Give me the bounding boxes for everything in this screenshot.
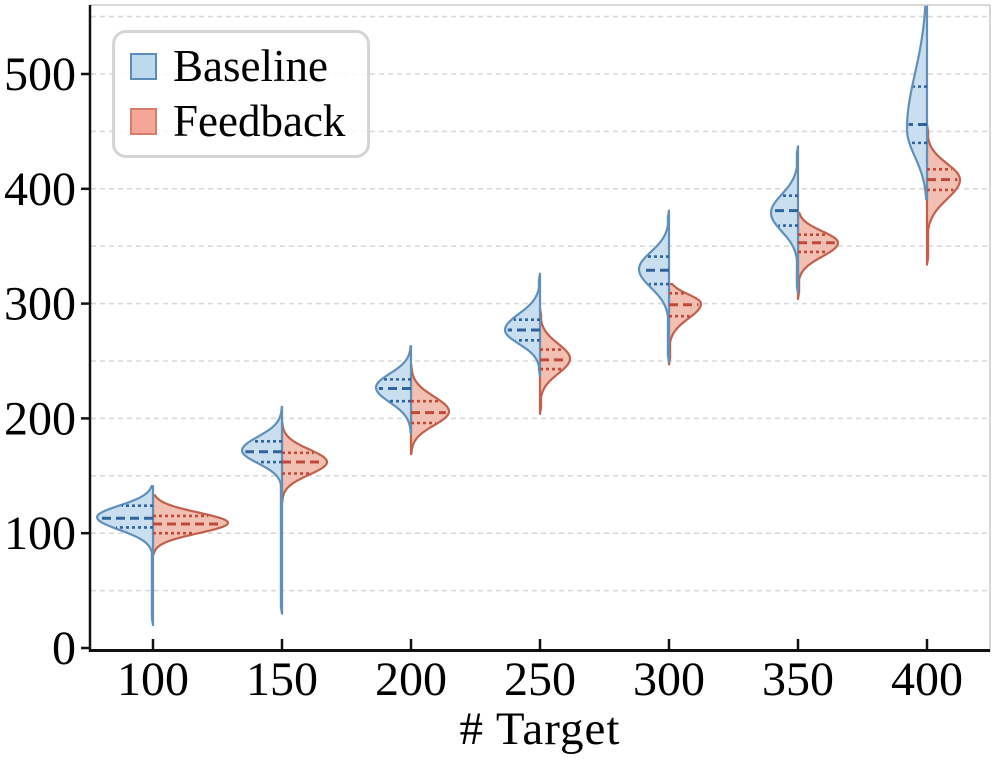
x-tick-label: 100 bbox=[117, 653, 189, 706]
violin-baseline-100 bbox=[95, 485, 155, 627]
violin-feedback-100 bbox=[151, 494, 230, 555]
legend-entry-baseline: Baseline bbox=[130, 44, 367, 89]
violin-baseline-300 bbox=[637, 209, 671, 364]
x-tick-label: 350 bbox=[762, 653, 834, 706]
violin-feedback-350 bbox=[796, 211, 840, 301]
legend-entry-feedback: Feedback bbox=[130, 99, 367, 144]
x-tick-label: 200 bbox=[375, 653, 447, 706]
x-tick-label: 300 bbox=[633, 653, 705, 706]
x-tick-label: 150 bbox=[246, 653, 318, 706]
y-tick-label: 0 bbox=[52, 622, 76, 675]
feedback-swatch-icon bbox=[130, 108, 157, 135]
y-tick-label: 400 bbox=[4, 163, 76, 216]
violin-baseline-350 bbox=[769, 145, 800, 295]
baseline-swatch-icon bbox=[130, 53, 157, 80]
y-tick-label: 500 bbox=[4, 48, 76, 101]
violin-feedback-400 bbox=[925, 123, 962, 266]
y-tick-label: 300 bbox=[4, 278, 76, 331]
x-tick-label: 250 bbox=[504, 653, 576, 706]
legend-label-baseline: Baseline bbox=[173, 41, 328, 91]
x-tick-label: 400 bbox=[891, 653, 963, 706]
y-tick-label: 100 bbox=[4, 507, 76, 560]
violin-feedback-300 bbox=[667, 282, 703, 366]
legend: Baseline Feedback bbox=[112, 30, 370, 158]
y-tick-label: 200 bbox=[4, 392, 76, 445]
x-axis-title: # Target bbox=[459, 703, 621, 755]
violin-baseline-250 bbox=[503, 272, 542, 378]
violin-baseline-400 bbox=[905, 5, 929, 201]
violin-feedback-200 bbox=[409, 363, 451, 456]
legend-label-feedback: Feedback bbox=[173, 96, 346, 146]
violin-baseline-150 bbox=[240, 405, 284, 615]
